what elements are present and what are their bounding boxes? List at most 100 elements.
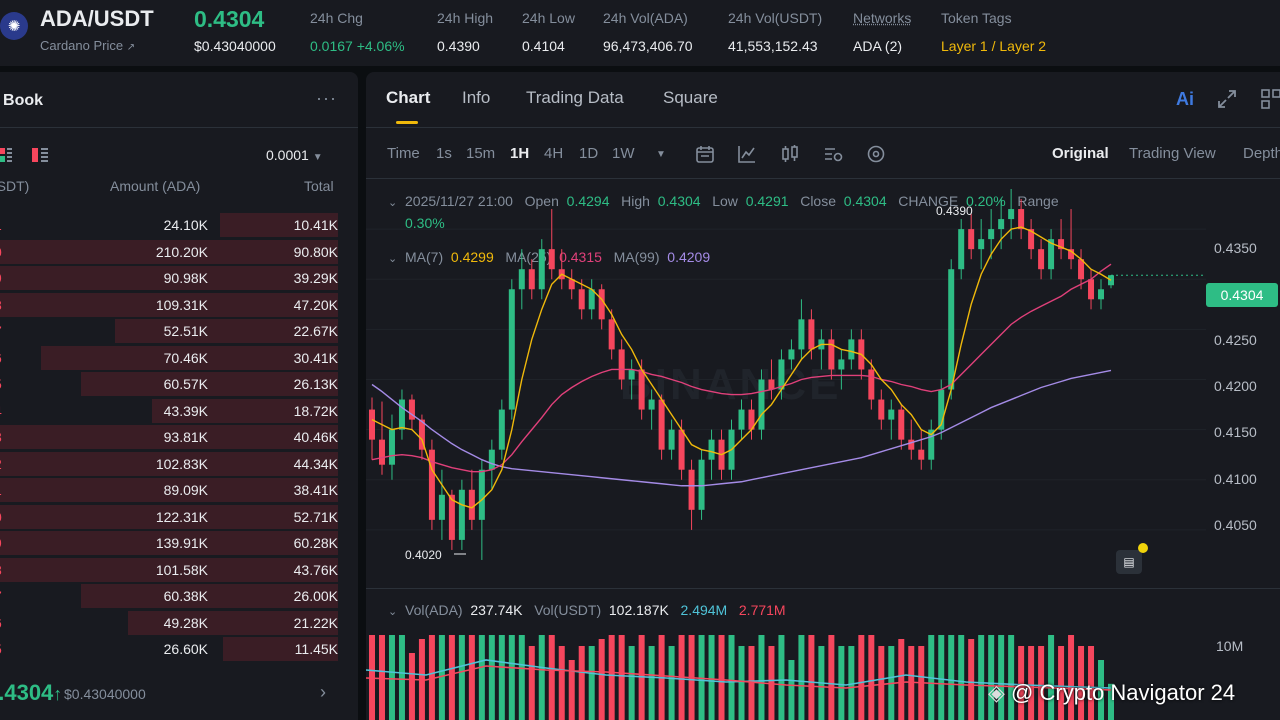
volume-ma1-line <box>366 659 1112 689</box>
ask-price[interactable]: 0 <box>0 509 2 525</box>
stat-value-token-tags[interactable]: Layer 1 / Layer 2 <box>941 38 1047 54</box>
tab-chart[interactable]: Chart <box>386 88 431 107</box>
ask-price[interactable]: 2 <box>0 456 2 472</box>
volume-bar <box>618 635 625 720</box>
chart-settings-icon[interactable] <box>822 143 844 165</box>
candle-down <box>548 249 555 270</box>
interval-1s[interactable]: 1s <box>436 145 452 162</box>
candle-down <box>528 269 535 290</box>
pair-subtitle[interactable]: Cardano Price <box>40 38 124 53</box>
tab-trading-data[interactable]: Trading Data <box>526 88 624 107</box>
ask-row[interactable]: 1 89.09K 38.41K <box>0 477 358 503</box>
candlestick-chart[interactable] <box>366 180 1206 585</box>
interval-4h[interactable]: 4H <box>544 145 564 162</box>
ask-row[interactable]: 2 102.83K 44.34K <box>0 451 358 477</box>
candle-up <box>988 229 995 240</box>
stat-value-networks[interactable]: ADA (2) <box>853 38 903 54</box>
ask-row[interactable]: 0 122.31K 52.71K <box>0 504 358 530</box>
stat-value-24h-high: 0.4390 <box>437 38 480 54</box>
ask-price[interactable]: 8 <box>0 297 2 313</box>
ask-row[interactable]: 5 26.60K 11.45K <box>0 636 358 662</box>
ask-price[interactable]: 6 <box>0 615 2 631</box>
ask-price[interactable]: 8 <box>0 562 2 578</box>
ask-row[interactable]: 7 60.38K 26.00K <box>0 583 358 609</box>
ask-row[interactable]: 6 49.28K 21.22K <box>0 610 358 636</box>
volume-bar <box>958 635 965 720</box>
pair-subtitle-link[interactable]: Cardano Price ↗ <box>40 38 135 53</box>
ask-row[interactable]: 8 109.31K 47.20K <box>0 292 358 318</box>
last-price: 0.4304 <box>194 6 265 32</box>
volume-bar <box>698 635 705 720</box>
tab-square[interactable]: Square <box>663 88 718 107</box>
volume-bar <box>848 646 855 720</box>
volume-bar <box>408 653 415 720</box>
candle-type-icon[interactable] <box>779 143 801 165</box>
view-original[interactable]: Original <box>1052 145 1109 162</box>
volume-bar <box>738 646 745 720</box>
ask-total: 43.76K <box>293 561 338 578</box>
depth-bar <box>40 345 338 370</box>
collapse-caret-icon[interactable]: ⌄ <box>388 253 398 265</box>
candle-up <box>1098 289 1105 300</box>
tab-info[interactable]: Info <box>462 88 491 107</box>
scroll-to-latest-icon[interactable]: ▤ <box>1116 550 1142 574</box>
chevron-right-icon[interactable]: › <box>320 682 326 702</box>
candle-down <box>578 289 585 310</box>
interval-1d[interactable]: 1D <box>579 145 599 162</box>
interval-more-caret-icon[interactable]: ▼ <box>656 149 666 160</box>
view-depth[interactable]: Depth <box>1243 145 1280 162</box>
order-book-last-price[interactable]: 0.4304↑ <box>0 680 62 706</box>
order-book-last-price-value[interactable]: 0.4304 <box>0 680 54 705</box>
collapse-caret-icon[interactable]: ⌄ <box>388 606 398 618</box>
layout-grid-icon[interactable] <box>1260 88 1280 110</box>
ask-row[interactable]: 4 43.39K 18.72K <box>0 398 358 424</box>
interval-1h[interactable]: 1H <box>510 145 530 162</box>
ask-row[interactable]: 7 52.51K 22.67K <box>0 318 358 344</box>
ask-row[interactable]: 5 60.57K 26.13K <box>0 371 358 397</box>
view-trading-view[interactable]: Trading View <box>1129 145 1216 162</box>
ai-assistant-button[interactable]: Ai <box>1176 89 1194 109</box>
collapse-caret-icon[interactable]: ⌄ <box>388 197 398 209</box>
ask-price[interactable]: 6 <box>0 350 2 366</box>
candle-down <box>808 319 815 350</box>
ask-row[interactable]: 1 24.10K 10.41K <box>0 212 358 238</box>
volume-bar <box>808 635 815 720</box>
ask-price[interactable]: 1 <box>0 217 2 233</box>
stat-label-networks[interactable]: Networks <box>853 10 912 26</box>
calendar-icon[interactable] <box>694 143 716 165</box>
interval-1w[interactable]: 1W <box>612 145 635 162</box>
ask-price[interactable]: 9 <box>0 535 2 551</box>
ask-row[interactable]: 8 101.58K 43.76K <box>0 557 358 583</box>
precision-value[interactable]: 0.0001 <box>266 147 309 163</box>
ask-price[interactable]: 7 <box>0 588 2 604</box>
volume-bar <box>538 635 545 720</box>
interval-15m[interactable]: 15m <box>466 145 496 162</box>
candle-up <box>778 359 785 390</box>
candle-up <box>458 489 465 540</box>
pair-title[interactable]: ADA/USDT <box>40 6 154 31</box>
ask-row[interactable]: 6 70.46K 30.41K <box>0 345 358 371</box>
ask-price[interactable]: 9 <box>0 270 2 286</box>
ask-row[interactable]: 0 210.20K 90.80K <box>0 239 358 265</box>
ask-price[interactable]: 3 <box>0 429 2 445</box>
indicators-icon[interactable] <box>736 143 758 165</box>
ohlc-legend: ⌄ 2025/11/27 21:00 Open 0.4294 High 0.43… <box>388 193 1059 209</box>
y-tick-label: 0.4350 <box>1214 240 1257 256</box>
expand-icon[interactable] <box>1216 88 1238 110</box>
candle-up <box>1008 209 1015 220</box>
ask-row[interactable]: 9 139.91K 60.28K <box>0 530 358 556</box>
interval-time[interactable]: Time <box>387 145 420 162</box>
precision-select[interactable]: 0.0001 ▼ <box>266 147 323 163</box>
ask-price[interactable]: 7 <box>0 323 2 339</box>
settings-gear-icon[interactable] <box>865 143 887 165</box>
order-book-both-view-icon[interactable] <box>0 147 12 163</box>
ask-price[interactable]: 5 <box>0 376 2 392</box>
order-book-asks-view-icon[interactable] <box>32 147 48 163</box>
ask-price[interactable]: 0 <box>0 244 2 260</box>
ask-row[interactable]: 3 93.81K 40.46K <box>0 424 358 450</box>
ask-price[interactable]: 1 <box>0 482 2 498</box>
ask-row[interactable]: 9 90.98K 39.29K <box>0 265 358 291</box>
ask-price[interactable]: 5 <box>0 641 2 657</box>
ask-price[interactable]: 4 <box>0 403 2 419</box>
more-options-icon[interactable]: ··· <box>316 88 337 108</box>
